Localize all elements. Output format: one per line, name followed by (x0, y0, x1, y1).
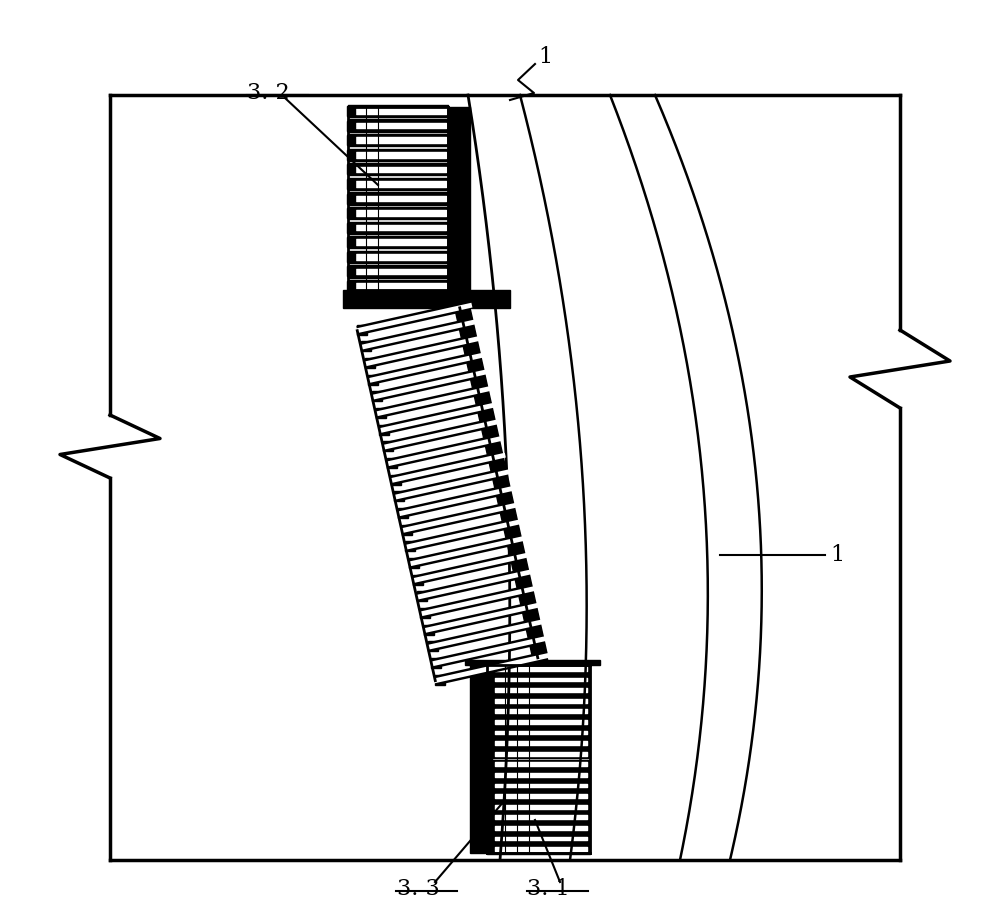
Polygon shape (455, 306, 548, 659)
Polygon shape (347, 179, 355, 189)
Polygon shape (361, 341, 371, 351)
Polygon shape (420, 607, 430, 618)
Polygon shape (448, 107, 470, 290)
Text: 1: 1 (830, 544, 844, 566)
Polygon shape (347, 208, 355, 218)
Text: 1: 1 (538, 46, 552, 68)
Polygon shape (347, 150, 355, 160)
Polygon shape (428, 641, 438, 652)
Polygon shape (372, 391, 382, 402)
Polygon shape (347, 267, 355, 277)
Polygon shape (347, 222, 355, 233)
Polygon shape (368, 375, 378, 384)
Polygon shape (390, 474, 400, 484)
Polygon shape (375, 408, 385, 418)
Polygon shape (405, 541, 415, 551)
Polygon shape (424, 625, 434, 635)
Polygon shape (402, 525, 412, 535)
Polygon shape (347, 135, 355, 145)
Polygon shape (487, 665, 590, 853)
Polygon shape (387, 458, 397, 468)
Polygon shape (470, 665, 492, 853)
Text: 3. 2: 3. 2 (247, 82, 289, 104)
Polygon shape (383, 441, 393, 451)
Polygon shape (343, 290, 510, 308)
Polygon shape (398, 508, 408, 518)
Polygon shape (347, 281, 355, 291)
Polygon shape (347, 106, 355, 116)
Polygon shape (347, 194, 355, 203)
Polygon shape (364, 357, 374, 368)
Text: 3. 1: 3. 1 (527, 878, 569, 900)
Polygon shape (435, 675, 445, 685)
Polygon shape (379, 425, 389, 435)
Polygon shape (347, 252, 355, 262)
Polygon shape (347, 120, 355, 130)
Text: 3. 3: 3. 3 (396, 878, 439, 900)
Polygon shape (347, 165, 355, 175)
Polygon shape (357, 324, 367, 335)
Polygon shape (416, 591, 426, 601)
Polygon shape (394, 492, 404, 501)
Polygon shape (347, 237, 355, 247)
Polygon shape (431, 658, 441, 668)
Polygon shape (413, 574, 423, 584)
Polygon shape (465, 660, 600, 665)
Polygon shape (409, 558, 419, 568)
